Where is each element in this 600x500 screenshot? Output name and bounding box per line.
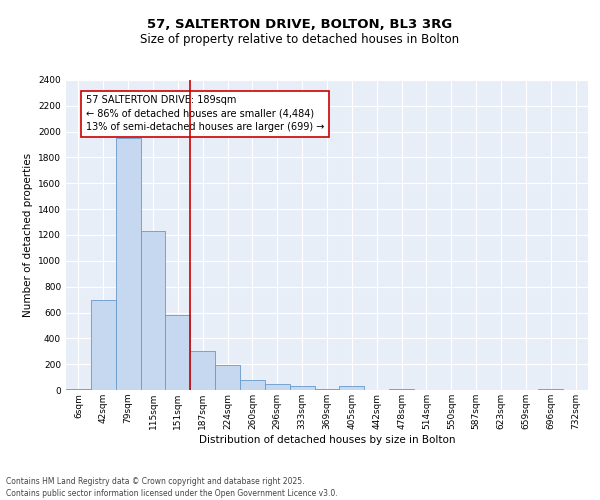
Bar: [314, 388, 340, 390]
Bar: [166, 315, 190, 390]
Text: 57 SALTERTON DRIVE: 189sqm
← 86% of detached houses are smaller (4,484)
13% of s: 57 SALTERTON DRIVE: 189sqm ← 86% of deta…: [86, 96, 324, 132]
Bar: [290, 386, 314, 390]
Bar: [389, 388, 414, 390]
Text: 57, SALTERTON DRIVE, BOLTON, BL3 3RG: 57, SALTERTON DRIVE, BOLTON, BL3 3RG: [148, 18, 452, 30]
Bar: [116, 138, 140, 390]
Bar: [91, 300, 116, 390]
Y-axis label: Number of detached properties: Number of detached properties: [23, 153, 32, 317]
Bar: [240, 380, 265, 390]
Bar: [66, 388, 91, 390]
Bar: [215, 365, 240, 390]
Bar: [265, 384, 290, 390]
Text: Size of property relative to detached houses in Bolton: Size of property relative to detached ho…: [140, 32, 460, 46]
Bar: [140, 231, 166, 390]
Text: Contains HM Land Registry data © Crown copyright and database right 2025.
Contai: Contains HM Land Registry data © Crown c…: [6, 476, 338, 498]
Bar: [190, 350, 215, 390]
Bar: [340, 386, 364, 390]
Bar: [538, 388, 563, 390]
X-axis label: Distribution of detached houses by size in Bolton: Distribution of detached houses by size …: [199, 434, 455, 444]
